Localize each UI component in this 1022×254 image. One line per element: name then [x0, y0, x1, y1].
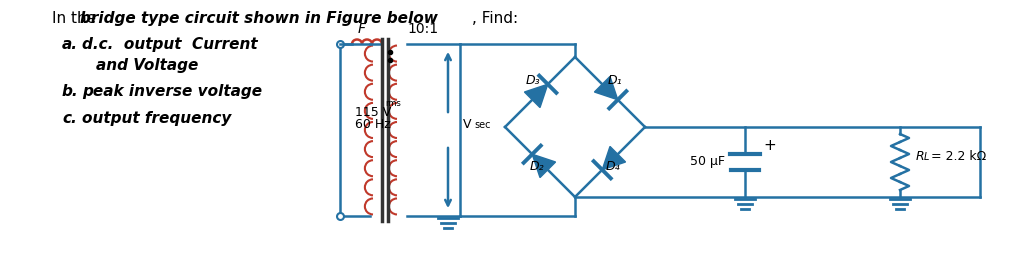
Text: +: + [763, 138, 776, 153]
Text: In the: In the [52, 11, 101, 26]
Text: rms: rms [385, 99, 401, 108]
Text: sec: sec [474, 120, 491, 130]
Polygon shape [524, 84, 548, 107]
Text: D₁: D₁ [608, 74, 622, 87]
Text: L: L [924, 152, 929, 162]
Text: 50 μF: 50 μF [690, 155, 725, 168]
Text: D₃: D₃ [525, 74, 541, 87]
Text: , Find:: , Find: [472, 11, 518, 26]
Text: V: V [463, 119, 471, 132]
Text: 115 V: 115 V [355, 105, 391, 119]
Polygon shape [602, 147, 625, 170]
Text: D₂: D₂ [529, 160, 545, 173]
Text: R: R [916, 151, 925, 164]
Text: F: F [358, 22, 366, 36]
Text: = 2.2 kΩ: = 2.2 kΩ [927, 151, 986, 164]
Text: 60 Hz: 60 Hz [355, 119, 390, 132]
Text: b.: b. [62, 84, 79, 99]
Text: 10:1: 10:1 [407, 22, 438, 36]
Text: a.: a. [62, 37, 78, 52]
Text: peak inverse voltage: peak inverse voltage [82, 84, 262, 99]
Text: D₄: D₄ [606, 160, 620, 173]
Text: d.c.  output  Current: d.c. output Current [82, 37, 258, 52]
Text: and Voltage: and Voltage [96, 58, 198, 73]
Text: output frequency: output frequency [82, 111, 231, 126]
Text: bridge type circuit shown in Figure below: bridge type circuit shown in Figure belo… [80, 11, 437, 26]
Polygon shape [532, 154, 556, 178]
Text: c.: c. [62, 111, 77, 126]
Polygon shape [595, 76, 617, 100]
